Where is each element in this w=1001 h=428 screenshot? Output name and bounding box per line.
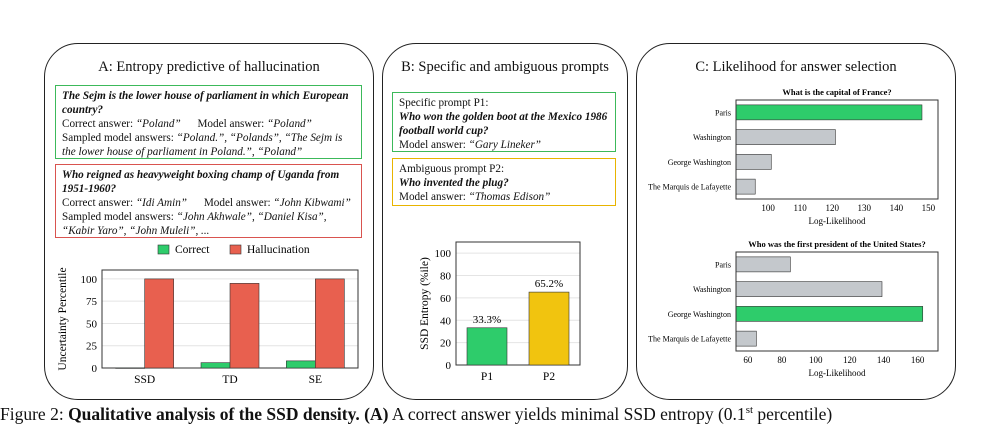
bar-president-2	[735, 306, 924, 322]
y-tick-label: 25	[86, 341, 98, 353]
y-tick-label: 100	[435, 248, 452, 260]
x-tick-label: 140	[877, 355, 891, 365]
y-tick-label: 50	[86, 318, 98, 330]
y-axis-label: SSD Entropy (%ile)	[419, 257, 431, 350]
bar-president-0	[735, 256, 791, 273]
bar-p2	[528, 291, 570, 366]
ambiguous-prompt-box: Ambiguous prompt P2: Who invented the pl…	[392, 158, 616, 206]
question-text: The Sejm is the lower house of parliamen…	[62, 90, 349, 116]
prompt-header: Specific prompt P1:	[399, 97, 489, 109]
panel-b: B: Specific and ambiguous prompts	[382, 43, 628, 400]
legend-label-hallucination: Hallucination	[247, 244, 310, 256]
y-tick-label: 100	[81, 274, 98, 286]
legend-label-correct: Correct	[175, 244, 210, 256]
data-label: 33.3%	[473, 314, 501, 326]
x-tick-label: P1	[481, 371, 493, 383]
panel-c: C: Likelihood for answer selection	[636, 43, 956, 400]
bar-hallucination-td	[229, 283, 260, 369]
y-tick-label: Paris	[715, 260, 731, 269]
x-tick-label: 100	[761, 203, 775, 213]
specific-prompt-box: Specific prompt P1: Who won the golden b…	[392, 92, 616, 152]
first-president-chart: Who was the first president of the Unite…	[648, 239, 939, 378]
answers-line: Correct answer: “Idi Amin” Model answer:…	[62, 197, 351, 209]
y-tick-label: 20	[440, 338, 452, 350]
y-tick-label: 75	[86, 296, 98, 308]
bar-correct-td	[200, 362, 231, 369]
bar-correct-se	[286, 360, 316, 369]
bar-hallucination-ssd	[144, 278, 174, 369]
panel-b-title: B: Specific and ambiguous prompts	[401, 59, 609, 75]
bar-france-2	[735, 154, 772, 170]
y-tick-label: 0	[92, 363, 98, 375]
x-tick-label: 130	[858, 203, 872, 213]
bar-hallucination-se	[315, 278, 345, 369]
plot-frame	[735, 251, 939, 352]
panel-a-correct-example-box: The Sejm is the lower house of parliamen…	[55, 85, 362, 159]
y-axis-label: Uncertainty Percentile	[57, 267, 69, 370]
bar-france-0	[735, 104, 923, 121]
panel-c-title: C: Likelihood for answer selection	[695, 59, 897, 75]
prompt-question: Who invented the plug?	[399, 177, 509, 189]
ssd-entropy-chart: 0 20 40 60 80 100 SSD Entropy (%ile) 33.3% P1 65.…	[419, 241, 581, 383]
panel-a: A: Entropy predictive of hallucination	[44, 43, 374, 400]
plot-frame	[735, 99, 939, 200]
y-tick-label: 0	[446, 360, 452, 372]
panel-a-hallucination-example-box: Who reigned as heavyweight boxing champ …	[55, 164, 362, 238]
capital-of-france-chart: What is the capital of France? 100 110 120 1…	[648, 87, 939, 226]
y-tick-label: 40	[440, 315, 452, 327]
y-tick-label: The Marquis de Lafayette	[648, 183, 731, 192]
x-tick-label: 120	[843, 355, 857, 365]
x-tick-label: TD	[222, 374, 237, 386]
x-tick-label: 60	[743, 355, 753, 365]
y-tick-label: George Washington	[668, 158, 731, 167]
x-tick-label: 140	[890, 203, 904, 213]
legend-swatch-correct	[157, 244, 170, 255]
sampled-answers: Sampled model answers: “Poland.”, “Polan…	[62, 132, 343, 158]
y-tick-label: The Marquis de Lafayette	[648, 335, 731, 344]
y-tick-label: Paris	[715, 108, 731, 117]
bar-correct-ssd	[115, 367, 145, 369]
panel-a-title: A: Entropy predictive of hallucination	[98, 59, 320, 75]
y-tick-label: 60	[440, 293, 452, 305]
bar-france-1	[735, 129, 836, 145]
y-tick-label: 80	[440, 271, 452, 283]
bar-president-1	[735, 281, 883, 297]
bar-france-3	[735, 178, 756, 195]
x-tick-label: 150	[922, 203, 936, 213]
question-text: Who reigned as heavyweight boxing champ …	[62, 169, 340, 195]
prompt-header: Ambiguous prompt P2:	[399, 163, 505, 175]
bar-p1	[466, 327, 508, 366]
uncertainty-percentile-chart: Correct Hallucination 0 25 50 75 100 Uncertaint…	[57, 244, 359, 386]
x-tick-label: SSD	[134, 374, 155, 386]
x-tick-label: 110	[794, 203, 808, 213]
x-tick-label: P2	[543, 371, 555, 383]
x-tick-label: 80	[777, 355, 787, 365]
model-answer: Model answer: “Gary Lineker”	[399, 139, 542, 151]
chart-title: What is the capital of France?	[782, 87, 891, 97]
prompt-question: Who won the golden boot at the Mexico 19…	[399, 111, 608, 137]
x-axis-label: Log-Likelihood	[809, 216, 866, 226]
bar-president-3	[735, 330, 757, 347]
chart-title: Who was the first president of the Unite…	[748, 239, 925, 249]
plot-frame	[455, 241, 581, 366]
x-tick-label: 100	[809, 355, 823, 365]
x-axis-label: Log-Likelihood	[809, 368, 866, 378]
y-tick-label: George Washington	[668, 310, 731, 319]
y-tick-label: Washington	[693, 133, 731, 142]
sampled-answers: Sampled model answers: “John Akhwale”, “…	[62, 211, 327, 237]
figure-caption: Figure 2: Qualitative analysis of the SS…	[0, 404, 833, 424]
x-tick-label: 120	[825, 203, 839, 213]
y-tick-label: Washington	[693, 285, 731, 294]
model-answer: Model answer: “Thomas Edison”	[399, 191, 551, 203]
data-label: 65.2%	[535, 278, 563, 290]
x-tick-label: 160	[911, 355, 925, 365]
legend-swatch-hallucination	[229, 244, 242, 255]
answers-line: Correct answer: “Poland” Model answer: “…	[62, 118, 312, 130]
x-tick-label: SE	[309, 374, 322, 386]
